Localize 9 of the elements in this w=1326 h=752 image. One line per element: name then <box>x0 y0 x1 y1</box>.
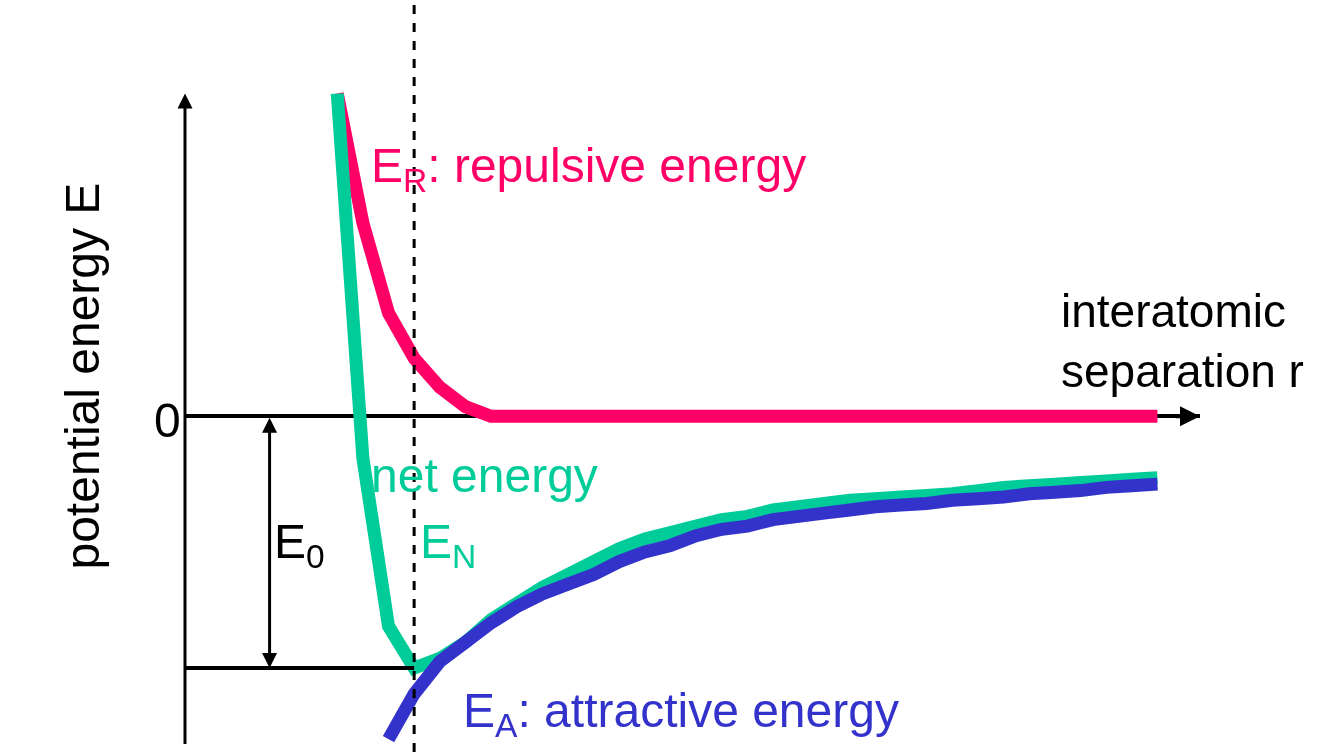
annotation: net energy <box>371 449 598 502</box>
annotation: 0 <box>306 538 325 576</box>
annotation: E$_{A}$: attractive energy <box>463 684 899 745</box>
text: E <box>274 515 307 568</box>
y-axis-title: potential energy E <box>55 182 109 570</box>
annotation: E$_{N}$ <box>420 515 477 576</box>
text: 0 <box>154 394 181 447</box>
x-axis-title: interatomic separation r <box>1061 285 1304 397</box>
annotation: E$_{R}$: repulsive energy <box>371 139 807 200</box>
